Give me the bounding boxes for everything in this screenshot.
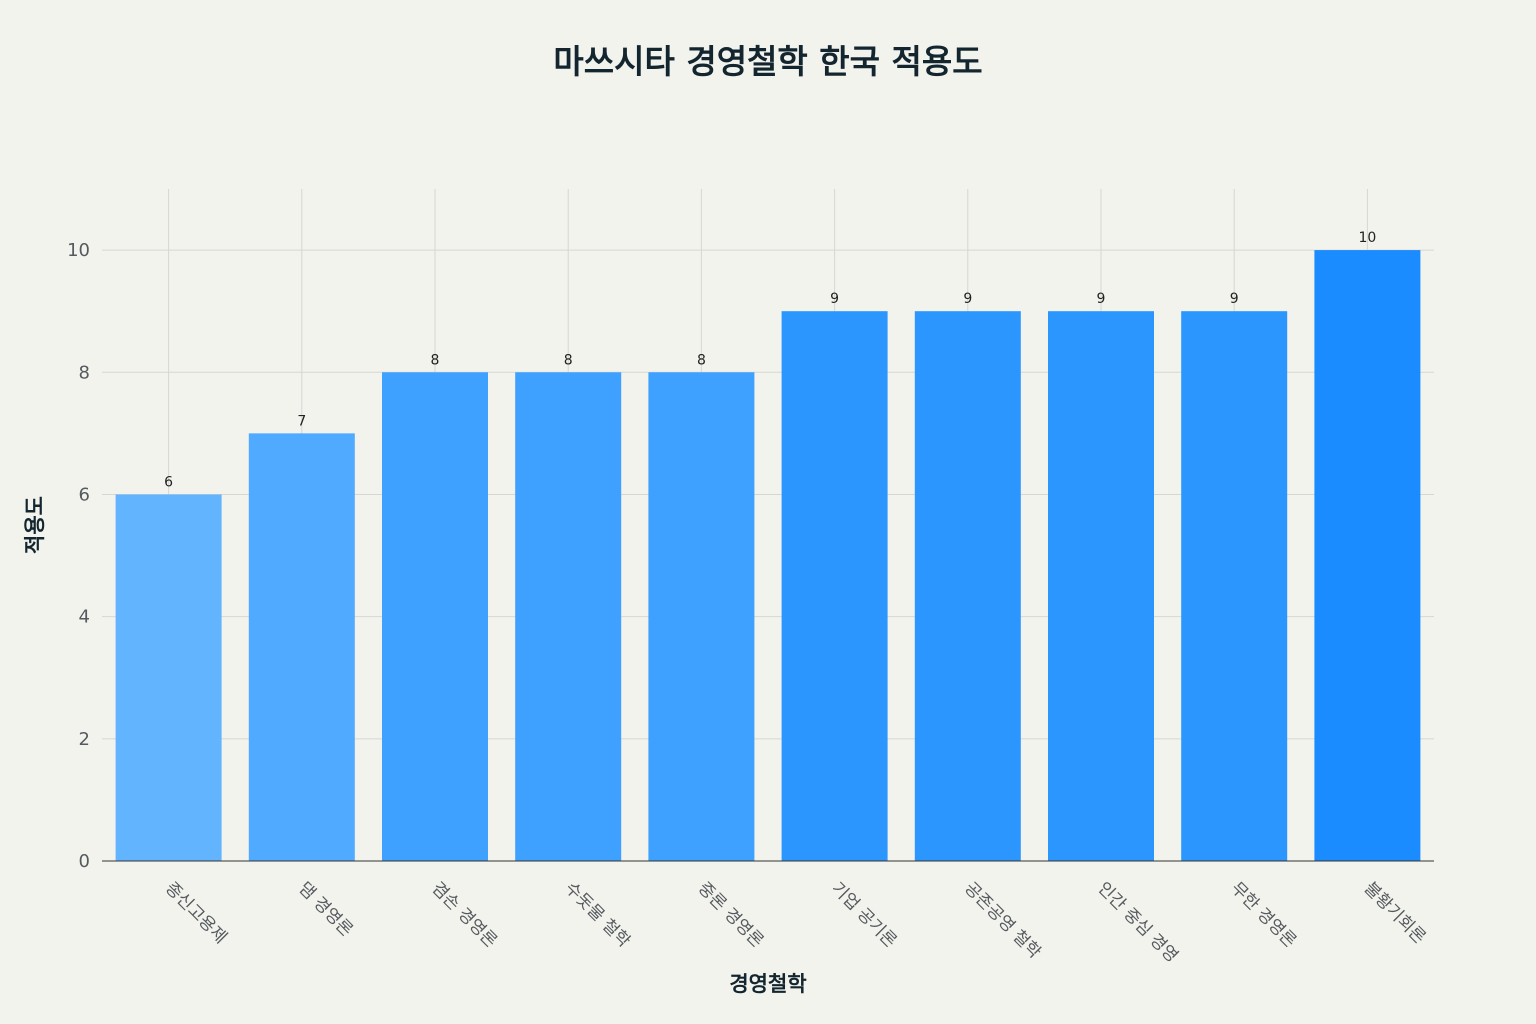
data-labels-layer: 6 7 8 8 8 9 9 9 9 10 (164, 230, 1376, 490)
x-tick-label: 공존공영 철학 (960, 878, 1045, 963)
x-tick-label: 수돗물 철학 (561, 878, 635, 952)
x-tick-label: 댐 경영론 (294, 878, 356, 940)
y-tick-label: 8 (79, 362, 90, 383)
y-tick-label: 6 (79, 484, 90, 505)
data-label: 9 (830, 291, 839, 307)
y-tick-label: 4 (79, 607, 90, 628)
data-label: 10 (1358, 230, 1376, 246)
y-axis-title: 적용도 (23, 496, 47, 554)
bar (1181, 311, 1288, 861)
data-label: 9 (963, 291, 972, 307)
x-tick-label: 종신고용제 (161, 878, 230, 947)
y-tick-label: 2 (79, 729, 90, 750)
bar (248, 433, 355, 861)
y-axis-ticks: 0 2 4 6 8 10 (67, 240, 90, 872)
data-label: 7 (297, 413, 306, 429)
bar (1048, 311, 1154, 861)
data-label: 9 (1230, 291, 1239, 307)
bar (1314, 250, 1421, 861)
x-axis-title: 경영철학 (729, 972, 806, 996)
chart-title: 마쓰시타 경영철학 한국 적용도 (553, 42, 982, 81)
x-tick-label: 인간 중심 경영 (1093, 878, 1181, 966)
x-tick-label: 불황기회론 (1360, 878, 1429, 947)
x-tick-label: 기업 공기론 (827, 878, 900, 951)
bars-layer (115, 250, 1421, 861)
bar (515, 372, 622, 861)
bar (648, 372, 755, 861)
y-tick-label: 10 (67, 240, 90, 261)
data-label: 6 (164, 474, 173, 490)
x-tick-label: 겸손 경영론 (427, 878, 500, 951)
x-axis-ticks: 종신고용제 댐 경영론 겸손 경영론 수돗물 철학 중론 경영론 기업 공기론 공존공영 철… (161, 878, 1429, 966)
bar (115, 494, 222, 861)
data-label: 8 (564, 352, 573, 368)
x-tick-label: 중론 경영론 (694, 878, 767, 951)
data-label: 8 (431, 352, 440, 368)
bar (781, 311, 888, 861)
bar (914, 311, 1021, 861)
data-label: 8 (697, 352, 706, 368)
x-tick-label: 무한 경영론 (1227, 878, 1300, 951)
y-tick-label: 0 (79, 851, 90, 872)
data-label: 9 (1097, 291, 1106, 307)
bar (382, 372, 488, 861)
